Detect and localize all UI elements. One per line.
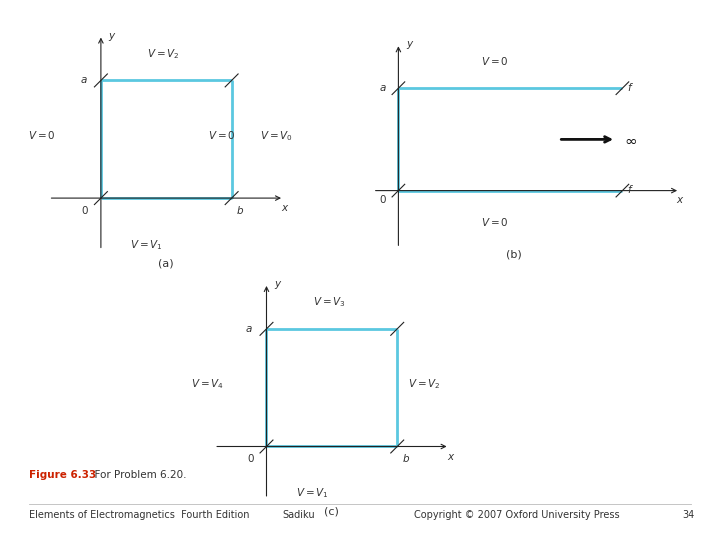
Text: a: a [379, 83, 386, 93]
Text: $V = V_4$: $V = V_4$ [191, 377, 224, 392]
Text: 34: 34 [683, 510, 695, 521]
Text: $V = 0$: $V = 0$ [480, 217, 508, 228]
Text: x: x [676, 195, 683, 205]
Text: $\infty$: $\infty$ [624, 132, 636, 147]
Text: b: b [402, 454, 409, 464]
Text: $V = 0$: $V = 0$ [480, 55, 508, 67]
Text: Copyright © 2007 Oxford University Press: Copyright © 2007 Oxford University Press [414, 510, 620, 521]
Text: $V = 0$: $V = 0$ [28, 129, 56, 141]
Text: $V = V_2$: $V = V_2$ [408, 377, 441, 392]
Text: (b): (b) [505, 249, 521, 259]
Text: 0: 0 [81, 206, 88, 216]
Text: b: b [237, 206, 243, 216]
Text: Figure 6.33: Figure 6.33 [29, 470, 96, 480]
Text: f: f [628, 83, 631, 93]
Text: x: x [282, 203, 287, 213]
Text: $V = V_1$: $V = V_1$ [130, 238, 163, 252]
Text: 0: 0 [379, 195, 386, 205]
Text: a: a [80, 76, 86, 85]
Text: Sadiku: Sadiku [282, 510, 315, 521]
Text: 0: 0 [247, 454, 253, 464]
Text: y: y [109, 31, 115, 40]
Text: y: y [406, 39, 413, 49]
Text: a: a [246, 324, 252, 334]
Text: $V = V_2$: $V = V_2$ [148, 47, 180, 60]
Text: $V = 0$: $V = 0$ [208, 129, 235, 141]
Text: x: x [447, 451, 453, 462]
Text: (c): (c) [325, 507, 339, 516]
Text: For Problem 6.20.: For Problem 6.20. [88, 470, 186, 480]
Text: $V = V_1$: $V = V_1$ [296, 486, 329, 500]
Text: $V = V_3$: $V = V_3$ [312, 295, 346, 309]
Text: Elements of Electromagnetics  Fourth Edition: Elements of Electromagnetics Fourth Edit… [29, 510, 249, 521]
Text: f: f [628, 185, 631, 195]
Text: $V = V_0$: $V = V_0$ [261, 129, 294, 143]
Text: (a): (a) [158, 258, 174, 268]
Text: y: y [274, 279, 281, 289]
